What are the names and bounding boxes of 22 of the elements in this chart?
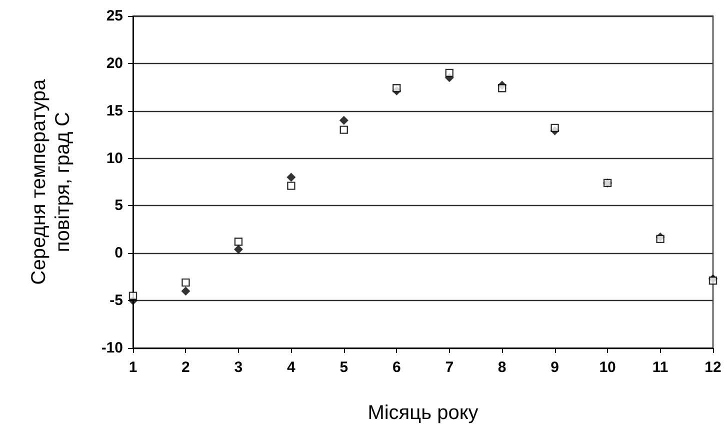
- x-tick-label: 11: [652, 359, 668, 376]
- x-tick-label: 9: [550, 359, 559, 376]
- y-tick-label: 0: [114, 244, 123, 262]
- x-tick-label: 12: [704, 359, 722, 376]
- y-tick-label: 25: [106, 8, 123, 24]
- y-tick-label: -5: [110, 292, 123, 310]
- x-tick-label: 6: [392, 359, 401, 376]
- y-tick-label: -10: [101, 340, 123, 356]
- x-tick-label: 2: [182, 359, 190, 376]
- x-tick-label: 7: [445, 359, 454, 376]
- x-axis-title: Місяць року: [368, 402, 478, 424]
- y-tick-label: 5: [114, 197, 123, 214]
- x-tick-label: 3: [234, 359, 243, 376]
- x-tick-label: 10: [599, 359, 616, 376]
- y-tick-label: 10: [106, 150, 123, 167]
- x-tick-label: 5: [340, 359, 348, 376]
- y-tick-label: 15: [106, 102, 123, 120]
- x-tick-label: 4: [287, 359, 296, 376]
- x-tick-label: 1: [128, 359, 138, 376]
- y-tick-label: 20: [106, 54, 123, 72]
- y-axis-title: Середня температура повітря, град С: [28, 78, 74, 285]
- x-tick-label: 8: [498, 359, 506, 376]
